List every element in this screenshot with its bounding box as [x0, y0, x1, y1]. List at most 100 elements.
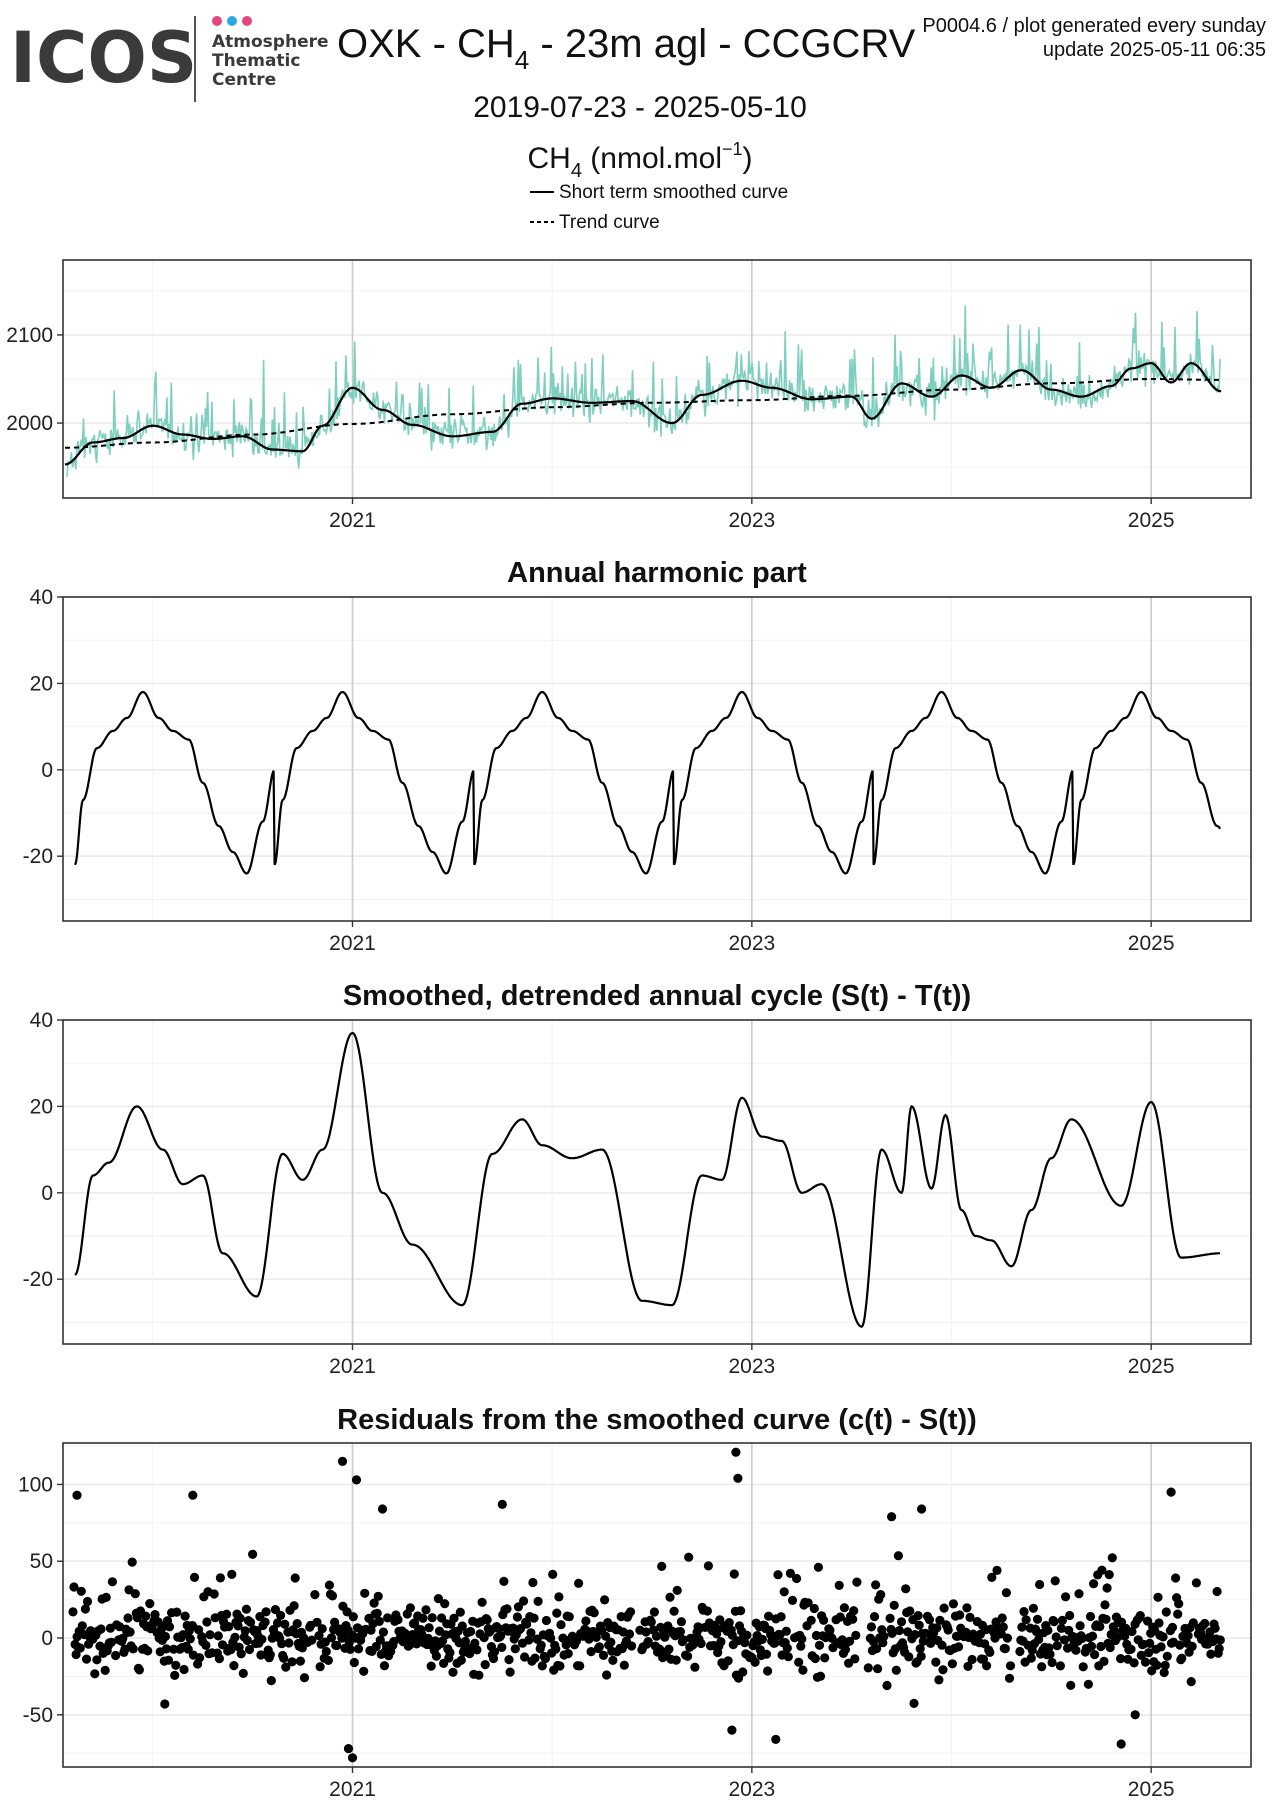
residual-point: [798, 1665, 808, 1675]
icos-logo: ICOS Atmosphere Thematic Centre: [10, 16, 329, 102]
residual-point: [669, 1606, 679, 1616]
residual-point: [987, 1572, 997, 1582]
unit-label: CH4 (nmol.mol−1): [527, 139, 752, 182]
residual-point: [1112, 1632, 1123, 1642]
residual-point: [825, 1625, 835, 1635]
residual-point: [586, 1647, 596, 1657]
residual-point: [690, 1662, 700, 1672]
panel-frame: [62, 596, 1252, 922]
y-tick-label: 50: [30, 1550, 53, 1573]
residual-point: [1126, 1644, 1136, 1654]
residual-point: [323, 1655, 333, 1665]
y-tick-label: -50: [23, 1704, 53, 1727]
residual-point: [238, 1668, 248, 1678]
residual-point: [379, 1661, 390, 1671]
residual-point: [724, 1618, 734, 1628]
residual-point: [214, 1654, 224, 1664]
residual-point: [851, 1630, 861, 1640]
residual-point: [1187, 1641, 1197, 1651]
residual-point: [564, 1612, 574, 1622]
residual-point: [1127, 1626, 1137, 1637]
residual-point: [375, 1635, 385, 1645]
residual-point: [643, 1637, 653, 1647]
residual-point: [657, 1561, 667, 1571]
residual-point: [882, 1680, 892, 1691]
residual-point: [77, 1621, 87, 1631]
residual-point: [189, 1572, 200, 1582]
panel-frame: [62, 1019, 1252, 1345]
residual-point: [1065, 1610, 1075, 1621]
residual-point: [555, 1661, 565, 1671]
residual-point: [472, 1645, 482, 1655]
residual-point: [849, 1606, 859, 1616]
residual-point: [1019, 1607, 1029, 1617]
residual-point: [924, 1615, 935, 1625]
residual-point: [185, 1634, 195, 1644]
residual-point: [172, 1607, 182, 1617]
y-tick-label: 40: [30, 586, 53, 609]
residual-point: [556, 1620, 566, 1630]
residual-point: [345, 1644, 355, 1654]
legend-dashed-label: Trend curve: [559, 212, 660, 233]
residual-point: [299, 1673, 310, 1683]
residual-point: [763, 1666, 773, 1676]
residual-point: [130, 1589, 140, 1599]
residual-point: [845, 1636, 855, 1646]
residual-point: [1034, 1634, 1044, 1645]
residual-point: [496, 1631, 506, 1641]
residual-point: [571, 1636, 582, 1646]
residual-point: [349, 1657, 359, 1668]
residual-point: [536, 1640, 546, 1650]
residual-point: [96, 1624, 106, 1634]
residual-point: [1174, 1599, 1184, 1609]
residual-point: [1161, 1607, 1171, 1617]
residual-point: [649, 1607, 660, 1617]
residual-point: [967, 1654, 977, 1665]
plot-area: [63, 1443, 1251, 1767]
residual-point: [1156, 1642, 1166, 1652]
residual-point: [852, 1577, 862, 1587]
residual-point: [731, 1447, 741, 1457]
residual-point: [143, 1646, 153, 1656]
residual-point: [729, 1569, 739, 1579]
residual-point: [373, 1591, 383, 1601]
residual-point: [871, 1580, 881, 1590]
residual-point: [188, 1490, 198, 1500]
logo-sub-2: Thematic: [212, 51, 300, 71]
residual-point: [1057, 1615, 1067, 1625]
residual-point: [787, 1595, 798, 1605]
residual-point: [574, 1578, 584, 1588]
y-tick-label: 40: [30, 1009, 53, 1032]
residual-point: [161, 1644, 171, 1654]
residual-point: [738, 1667, 748, 1677]
residual-point: [317, 1624, 327, 1634]
residual-point: [520, 1652, 530, 1662]
panel-ch4-timeseries: 2000 2100 2021 2023 2025: [6, 259, 1252, 532]
residual-point: [1037, 1662, 1047, 1672]
residual-point: [277, 1639, 287, 1649]
residual-point: [903, 1627, 913, 1637]
residual-point: [918, 1636, 928, 1646]
residual-point: [1049, 1617, 1059, 1627]
residual-point: [1028, 1603, 1038, 1613]
residual-point: [1145, 1638, 1155, 1648]
residual-point: [839, 1603, 850, 1613]
residual-point: [1102, 1583, 1112, 1593]
residual-point: [797, 1634, 807, 1644]
x-tick-label: 2021: [329, 1355, 376, 1378]
residual-point: [324, 1580, 334, 1590]
residual-point: [195, 1653, 205, 1663]
residual-point: [904, 1652, 914, 1662]
residual-point: [863, 1663, 873, 1673]
residual-point: [1206, 1649, 1216, 1659]
residual-point: [761, 1649, 772, 1659]
residual-point: [209, 1589, 219, 1599]
residual-point: [502, 1604, 512, 1614]
residual-point: [552, 1608, 562, 1618]
residual-point: [217, 1640, 228, 1650]
residual-point: [872, 1644, 882, 1654]
residual-point: [869, 1612, 880, 1622]
residual-point: [834, 1580, 844, 1590]
panel-detrended-cycle: Smoothed, detrended annual cycle (S(t) -…: [23, 980, 1252, 1378]
residual-point: [1085, 1611, 1096, 1622]
